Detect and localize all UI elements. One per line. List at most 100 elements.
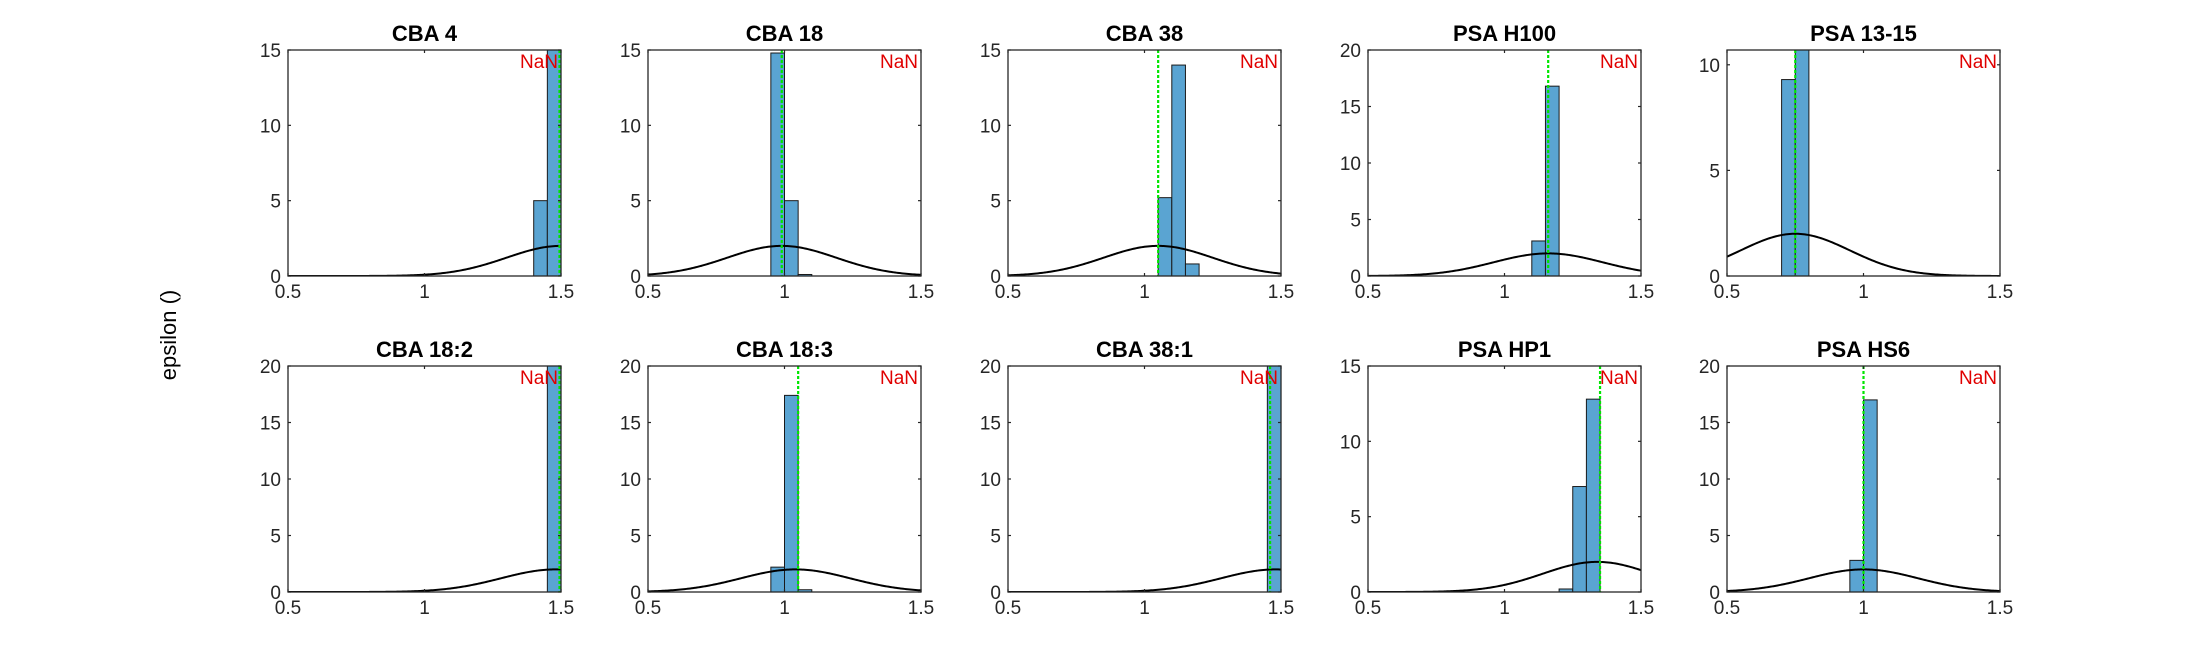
y-tick-label: 5 — [1350, 508, 1361, 529]
subplot-title: CBA 18 — [746, 21, 823, 46]
subplot-title: CBA 38:1 — [1096, 337, 1193, 362]
normal-fit-curve — [648, 244, 921, 276]
axes-box — [287, 49, 562, 277]
y-tick-label: 15 — [620, 41, 641, 62]
subplot: 0.5 1 1.5 0 5 10 15 CBA 18 NaN — [620, 21, 934, 303]
nan-annotation: NaN — [880, 52, 918, 73]
nan-annotation: NaN — [520, 52, 558, 73]
y-tick-label: 15 — [260, 41, 281, 62]
plot-area — [1008, 50, 1281, 276]
plot-area — [1727, 50, 2000, 276]
y-tick-label: 15 — [980, 41, 1001, 62]
y-tick-label: 0 — [1709, 267, 1720, 288]
x-tick-label: 1 — [419, 282, 430, 303]
nan-annotation: NaN — [1600, 368, 1638, 389]
histogram-bar — [784, 394, 799, 592]
subplot-title: PSA HS6 — [1817, 337, 1910, 362]
x-tick-label: 0.5 — [635, 282, 661, 303]
y-tick-label: 5 — [1709, 527, 1720, 548]
x-tick-label: 1.5 — [1987, 598, 2013, 619]
y-tick-label: 0 — [270, 583, 281, 604]
y-tick-label: 0 — [630, 267, 641, 288]
plot-area — [1368, 50, 1641, 276]
y-tick-label: 10 — [620, 116, 641, 137]
histogram-bar — [1585, 398, 1601, 592]
histogram-bar — [1781, 79, 1796, 276]
x-tick-label: 0.5 — [635, 598, 661, 619]
plot-area — [288, 366, 561, 592]
y-tick-label: 20 — [1699, 357, 1720, 378]
histogram-bar — [1849, 559, 1864, 592]
plot-area — [1008, 366, 1281, 592]
y-tick-label: 5 — [630, 192, 641, 213]
normal-fit-curve — [1727, 232, 2000, 276]
histogram-bar — [1544, 85, 1560, 276]
y-tick-label: 0 — [1709, 583, 1720, 604]
subplot: 0.5 1 1.5 0 5 10 15 20 CBA 38:1 NaN — [980, 337, 1294, 619]
x-tick-label: 1.5 — [1628, 598, 1654, 619]
subplot: 0.5 1 1.5 0 5 10 15 20 CBA 18:2 NaN — [260, 337, 574, 619]
y-tick-label: 5 — [1709, 161, 1720, 182]
y-tick-label: 15 — [1340, 357, 1361, 378]
x-tick-label: 0.5 — [275, 282, 301, 303]
normal-fit-curve — [1008, 244, 1281, 276]
histogram-bar — [1157, 197, 1173, 276]
y-tick-label: 5 — [270, 527, 281, 548]
nan-annotation: NaN — [520, 368, 558, 389]
histogram-bar — [1863, 399, 1878, 592]
x-tick-label: 0.5 — [1355, 282, 1381, 303]
plot-area — [1727, 366, 2000, 592]
x-tick-label: 1.5 — [1628, 282, 1654, 303]
x-tick-label: 1 — [419, 598, 430, 619]
nan-annotation: NaN — [1959, 52, 1997, 73]
x-tick-label: 1.5 — [908, 282, 934, 303]
normal-fit-curve — [288, 244, 561, 276]
x-tick-label: 0.5 — [1714, 282, 1740, 303]
axes-box — [287, 365, 562, 593]
subplot: 0.5 1 1.5 0 5 10 15 20 PSA H100 NaN — [1340, 21, 1654, 303]
normal-fit-curve — [1008, 568, 1281, 592]
x-tick-label: 1.5 — [548, 598, 574, 619]
y-tick-label: 15 — [260, 414, 281, 435]
histogram-bar — [1572, 486, 1587, 592]
normal-fit-curve — [648, 568, 921, 592]
y-axis-label: epsilon () — [156, 290, 181, 380]
y-tick-label: 20 — [260, 357, 281, 378]
subplot: 0.5 1 1.5 0 5 10 15 20 CBA 18:3 NaN — [620, 337, 934, 619]
subplot: 0.5 1 1.5 0 5 10 PSA 13-15 NaN — [1699, 21, 2013, 303]
subplot-title: CBA 4 — [392, 21, 458, 46]
y-tick-label: 20 — [1340, 41, 1361, 62]
y-tick-label: 10 — [1699, 56, 1720, 77]
plot-area — [1368, 366, 1641, 592]
normal-fit-curve — [1727, 568, 2000, 592]
x-tick-label: 1 — [1139, 282, 1150, 303]
histogram-bar — [1184, 263, 1200, 276]
axes-box — [1007, 49, 1282, 277]
subplot: 0.5 1 1.5 0 5 10 15 CBA 38 NaN — [980, 21, 1294, 303]
histogram-bar — [1171, 64, 1186, 276]
x-tick-label: 0.5 — [1355, 598, 1381, 619]
histogram-bar — [533, 200, 548, 276]
axes-box — [1007, 365, 1282, 593]
normal-fit-curve — [288, 568, 561, 592]
nan-annotation: NaN — [1240, 52, 1278, 73]
y-tick-label: 10 — [260, 470, 281, 491]
histogram-bar — [797, 273, 813, 276]
y-tick-label: 15 — [980, 414, 1001, 435]
plot-area — [288, 50, 561, 276]
y-tick-label: 10 — [1340, 432, 1361, 453]
y-tick-label: 0 — [1350, 583, 1361, 604]
plot-area — [648, 50, 921, 276]
subplot-title: PSA 13-15 — [1810, 21, 1917, 46]
y-tick-label: 15 — [1699, 414, 1720, 435]
x-tick-label: 1 — [1139, 598, 1150, 619]
histogram-bar — [784, 200, 799, 276]
y-tick-label: 20 — [980, 357, 1001, 378]
subplot: 0.5 1 1.5 0 5 10 15 20 PSA HS6 NaN — [1699, 337, 2013, 619]
y-tick-label: 5 — [990, 192, 1001, 213]
x-tick-label: 0.5 — [1714, 598, 1740, 619]
x-tick-label: 1.5 — [1268, 598, 1294, 619]
normal-fit-curve — [1368, 252, 1641, 276]
subplot-title: PSA H100 — [1453, 21, 1556, 46]
